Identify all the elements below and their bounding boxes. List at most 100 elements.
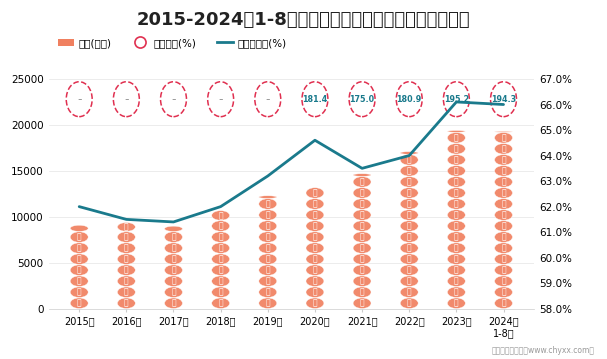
Text: 负: 负 bbox=[501, 155, 506, 164]
Ellipse shape bbox=[447, 232, 466, 242]
Text: 负: 负 bbox=[501, 222, 506, 230]
Ellipse shape bbox=[396, 82, 422, 117]
Text: 负: 负 bbox=[360, 244, 364, 253]
Text: 负: 负 bbox=[124, 288, 129, 297]
Ellipse shape bbox=[490, 82, 517, 117]
Text: 负: 负 bbox=[313, 266, 317, 275]
Ellipse shape bbox=[400, 298, 418, 308]
Text: 负: 负 bbox=[454, 255, 459, 264]
Text: 负: 负 bbox=[407, 210, 412, 219]
Ellipse shape bbox=[259, 254, 277, 264]
Text: 负: 负 bbox=[219, 233, 223, 242]
Text: 负: 负 bbox=[313, 299, 317, 308]
Text: 负: 负 bbox=[124, 244, 129, 253]
Ellipse shape bbox=[117, 265, 135, 275]
Ellipse shape bbox=[164, 298, 183, 308]
Ellipse shape bbox=[495, 276, 512, 286]
Text: 负: 负 bbox=[77, 255, 81, 264]
Ellipse shape bbox=[353, 221, 371, 231]
Text: 负: 负 bbox=[77, 299, 81, 308]
Ellipse shape bbox=[164, 265, 183, 275]
Ellipse shape bbox=[353, 232, 371, 242]
Ellipse shape bbox=[400, 151, 418, 154]
Text: 负: 负 bbox=[219, 266, 223, 275]
Text: 181.4: 181.4 bbox=[302, 95, 328, 104]
Text: 负: 负 bbox=[501, 255, 506, 264]
Ellipse shape bbox=[117, 287, 135, 298]
Ellipse shape bbox=[70, 265, 88, 275]
Ellipse shape bbox=[353, 298, 371, 308]
Ellipse shape bbox=[495, 188, 512, 198]
Text: 负: 负 bbox=[313, 222, 317, 230]
Text: 负: 负 bbox=[407, 222, 412, 230]
Text: 负: 负 bbox=[454, 177, 459, 186]
Ellipse shape bbox=[447, 199, 466, 209]
Text: 负: 负 bbox=[360, 210, 364, 219]
Ellipse shape bbox=[306, 232, 324, 242]
Text: 负: 负 bbox=[454, 144, 459, 153]
Ellipse shape bbox=[259, 210, 277, 220]
Ellipse shape bbox=[400, 276, 418, 286]
Ellipse shape bbox=[117, 223, 135, 231]
Text: 负: 负 bbox=[454, 222, 459, 230]
Text: 194.3: 194.3 bbox=[491, 95, 516, 104]
Text: 负: 负 bbox=[501, 177, 506, 186]
Text: 负: 负 bbox=[313, 233, 317, 242]
Ellipse shape bbox=[212, 287, 229, 298]
Text: 负: 负 bbox=[124, 266, 129, 275]
Ellipse shape bbox=[306, 276, 324, 286]
Ellipse shape bbox=[400, 243, 418, 253]
Ellipse shape bbox=[495, 298, 512, 308]
Ellipse shape bbox=[400, 265, 418, 275]
Text: -: - bbox=[265, 93, 270, 106]
Text: 负: 负 bbox=[454, 155, 459, 164]
Text: 负: 负 bbox=[360, 188, 364, 197]
Ellipse shape bbox=[447, 210, 466, 220]
Ellipse shape bbox=[164, 232, 183, 242]
Ellipse shape bbox=[353, 243, 371, 253]
Text: 负: 负 bbox=[454, 299, 459, 308]
Text: -: - bbox=[171, 93, 176, 106]
Ellipse shape bbox=[447, 276, 466, 286]
Text: 负: 负 bbox=[501, 233, 506, 242]
Text: 负: 负 bbox=[407, 177, 412, 186]
Text: 负: 负 bbox=[360, 266, 364, 275]
Text: 负: 负 bbox=[360, 222, 364, 230]
Text: 负: 负 bbox=[265, 288, 270, 297]
Text: 制图：智研咨询（www.chyxx.com）: 制图：智研咨询（www.chyxx.com） bbox=[492, 346, 595, 355]
Text: 负: 负 bbox=[454, 277, 459, 286]
Ellipse shape bbox=[495, 265, 512, 275]
Ellipse shape bbox=[400, 165, 418, 176]
Text: 负: 负 bbox=[219, 222, 223, 230]
Ellipse shape bbox=[212, 211, 229, 220]
Ellipse shape bbox=[306, 210, 324, 220]
Ellipse shape bbox=[495, 232, 512, 242]
Ellipse shape bbox=[447, 287, 466, 298]
Ellipse shape bbox=[447, 243, 466, 253]
Text: 负: 负 bbox=[313, 244, 317, 253]
Text: 负: 负 bbox=[407, 244, 412, 253]
Ellipse shape bbox=[164, 243, 183, 253]
Ellipse shape bbox=[70, 232, 88, 242]
Text: 负: 负 bbox=[171, 299, 176, 308]
Ellipse shape bbox=[302, 82, 328, 117]
Ellipse shape bbox=[259, 221, 277, 231]
Ellipse shape bbox=[212, 298, 229, 308]
Ellipse shape bbox=[353, 174, 371, 176]
Ellipse shape bbox=[495, 165, 512, 176]
Ellipse shape bbox=[495, 254, 512, 264]
Text: 负: 负 bbox=[407, 266, 412, 275]
Text: 负: 负 bbox=[313, 210, 317, 219]
Ellipse shape bbox=[447, 221, 466, 231]
Text: -: - bbox=[124, 93, 129, 106]
Ellipse shape bbox=[306, 221, 324, 231]
Ellipse shape bbox=[353, 177, 371, 187]
Ellipse shape bbox=[117, 232, 135, 242]
Text: 负: 负 bbox=[407, 233, 412, 242]
Text: 负: 负 bbox=[171, 244, 176, 253]
Ellipse shape bbox=[400, 254, 418, 264]
Text: -: - bbox=[219, 93, 223, 106]
Ellipse shape bbox=[447, 265, 466, 275]
Ellipse shape bbox=[353, 188, 371, 198]
Ellipse shape bbox=[212, 265, 229, 275]
